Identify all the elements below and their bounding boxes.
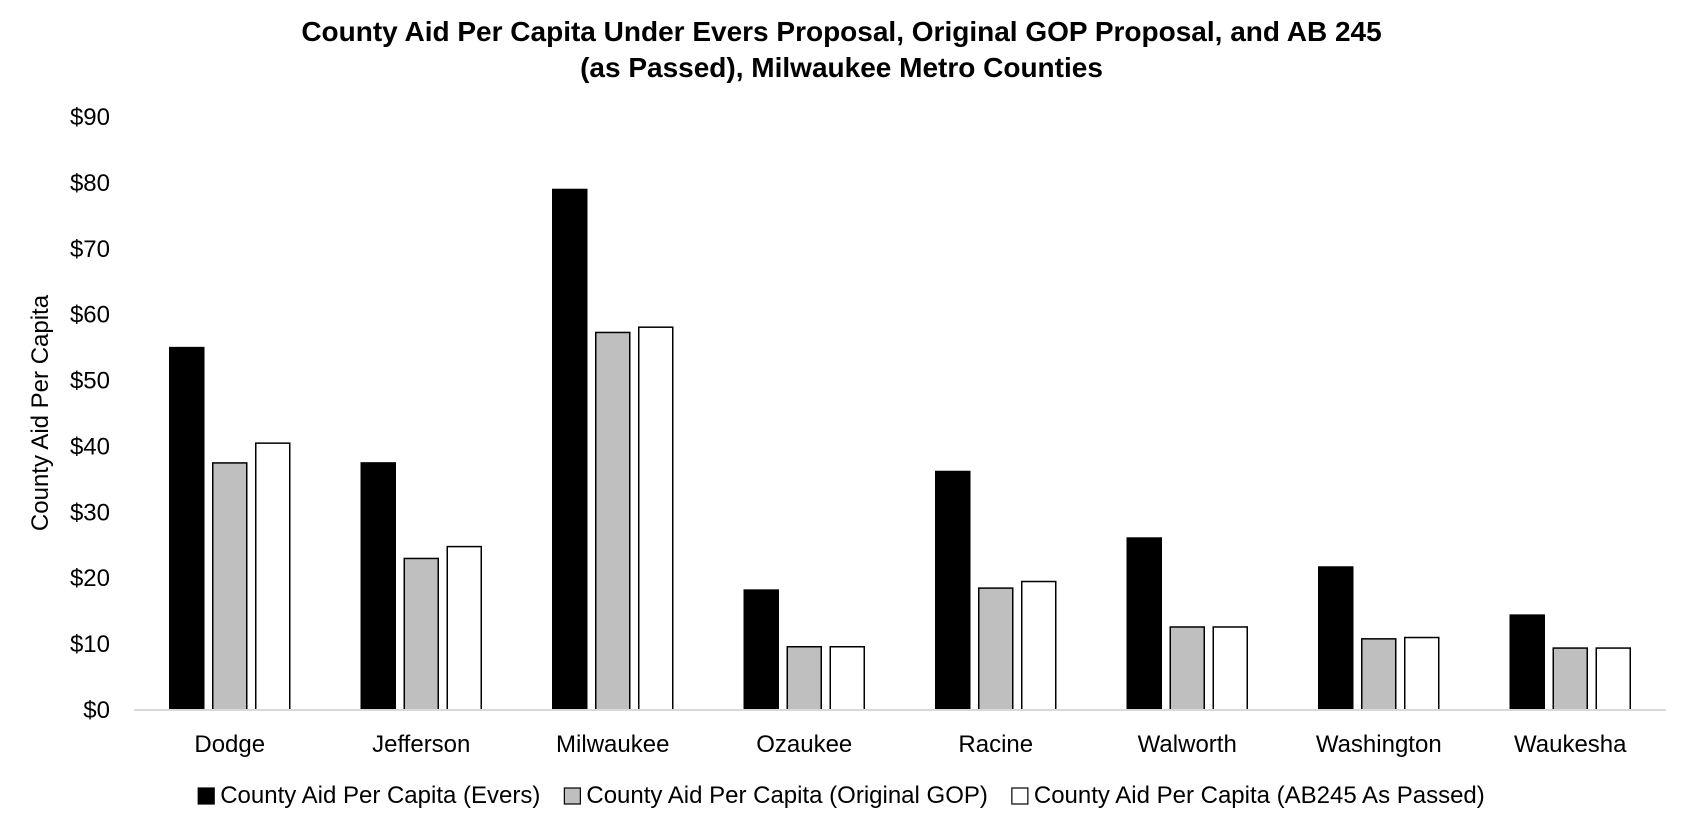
x-tick-label: Milwaukee: [556, 731, 669, 758]
bar-ozaukee-series-1: [743, 589, 779, 711]
bar-ozaukee-series-2: [786, 645, 822, 711]
x-tick-label: Washington: [1316, 731, 1442, 758]
legend-swatch: [563, 787, 581, 805]
bar-dodge-series-1: [169, 346, 205, 711]
bar-racine-series-3: [1021, 580, 1057, 711]
bar-walworth-series-1: [1126, 537, 1162, 711]
y-tick-label: $90: [70, 104, 110, 131]
x-tick-label: Waukesha: [1514, 731, 1627, 758]
bar-jefferson-series-3: [446, 545, 482, 711]
legend-swatch: [197, 787, 215, 805]
bar-waukesha-series-3: [1595, 647, 1631, 711]
x-tick-label: Dodge: [194, 731, 265, 758]
legend-label: County Aid Per Capita (Original GOP): [586, 782, 988, 809]
y-tick-label: $80: [70, 170, 110, 197]
y-tick-label: $40: [70, 433, 110, 460]
bar-racine-series-2: [978, 587, 1014, 711]
chart-title: County Aid Per Capita Under Evers Propos…: [301, 16, 1382, 83]
bars: [169, 188, 1631, 711]
bar-washington-series-1: [1318, 566, 1354, 711]
y-tick-label: $50: [70, 368, 110, 395]
y-tick-label: $60: [70, 302, 110, 329]
x-tick-label: Racine: [958, 731, 1033, 758]
x-axis-category-labels: Dodge Jefferson Milwaukee Ozaukee Racine Walw…: [194, 731, 1627, 758]
legend-item: County Aid Per Capita (AB245 As Passed): [1011, 782, 1485, 809]
y-axis-ticks: $0 $10 $20 $30 $40 $50 $60 $70 $80 $90: [70, 104, 110, 724]
y-tick-label: $20: [70, 565, 110, 592]
bar-washington-series-3: [1404, 636, 1440, 711]
legend-item: County Aid Per Capita (Original GOP): [563, 782, 988, 809]
legend-item: County Aid Per Capita (Evers): [197, 782, 540, 809]
bar-milwaukee-series-1: [552, 188, 588, 711]
bar-racine-series-1: [935, 470, 971, 711]
legend-label: County Aid Per Capita (Evers): [220, 782, 540, 809]
legend: County Aid Per Capita (Evers) County Aid …: [197, 782, 1485, 809]
bar-milwaukee-series-2: [595, 331, 631, 711]
legend-swatch: [1011, 787, 1029, 805]
y-tick-label: $70: [70, 236, 110, 263]
bar-jefferson-series-2: [403, 557, 439, 711]
x-tick-label: Walworth: [1138, 731, 1237, 758]
bar-dodge-series-3: [255, 442, 291, 711]
y-tick-label: $30: [70, 499, 110, 526]
bar-milwaukee-series-3: [638, 326, 674, 711]
bar-jefferson-series-1: [360, 462, 396, 711]
x-tick-label: Jefferson: [372, 731, 470, 758]
y-tick-label: $0: [83, 697, 110, 724]
bar-waukesha-series-1: [1509, 614, 1545, 711]
bar-ozaukee-series-3: [829, 645, 865, 711]
legend-label: County Aid Per Capita (AB245 As Passed): [1034, 782, 1485, 809]
bar-washington-series-2: [1361, 638, 1397, 711]
y-tick-label: $10: [70, 631, 110, 658]
bar-walworth-series-2: [1169, 626, 1205, 711]
bar-waukesha-series-2: [1552, 647, 1588, 711]
y-axis-label: County Aid Per Capita: [27, 294, 54, 531]
bar-dodge-series-2: [212, 462, 248, 711]
bar-walworth-series-3: [1212, 626, 1248, 711]
x-tick-label: Ozaukee: [756, 731, 852, 758]
